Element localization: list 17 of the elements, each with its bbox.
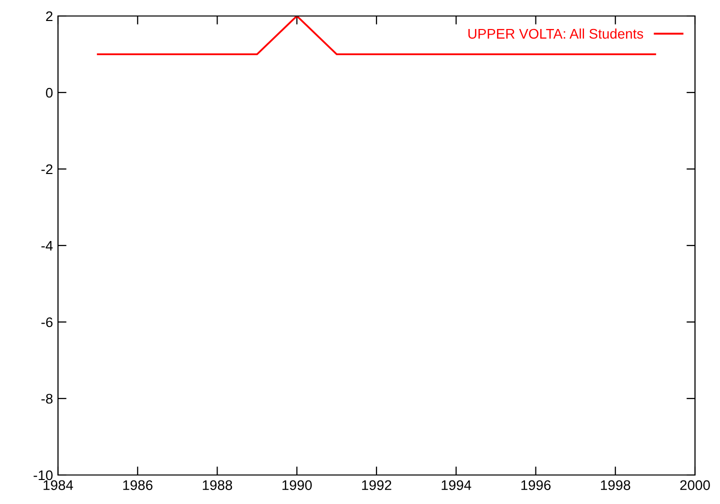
x-tick-label: 1984 [44, 480, 74, 490]
x-tick-label: 1998 [600, 480, 630, 490]
y-tick-label: -10 [34, 470, 53, 480]
y-tick-label: 2 [46, 11, 52, 22]
y-tick-label: -2 [41, 164, 52, 174]
x-tick-label: 1992 [362, 480, 392, 490]
x-tick-label: 1994 [442, 480, 472, 490]
y-tick-label: -6 [41, 317, 53, 328]
y-tick-label: -4 [41, 240, 53, 251]
x-tick-label: 2000 [680, 480, 710, 490]
x-tick-label: 1986 [123, 480, 152, 490]
legend-label: UPPER VOLTA: All Students [468, 28, 644, 39]
y-tick-label: 0 [46, 88, 53, 98]
y-tick-label: -8 [41, 394, 53, 404]
x-tick-label: 1996 [521, 480, 551, 490]
x-tick-label: 1988 [202, 480, 232, 490]
x-tick-label: 1990 [282, 480, 312, 490]
